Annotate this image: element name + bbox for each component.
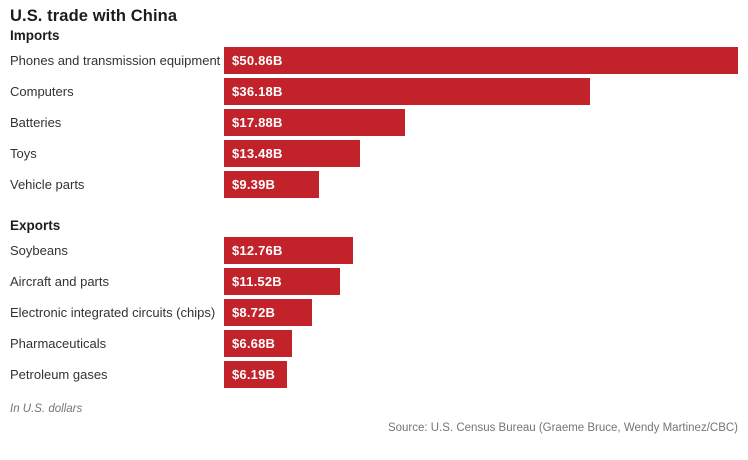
bar-value-label: $8.72B [232, 305, 276, 320]
bar-track: $50.86B [224, 47, 738, 74]
bar: $13.48B [224, 140, 361, 167]
bar: $50.86B [224, 47, 738, 74]
bar-track: $12.76B [224, 237, 738, 264]
bar-track: $6.19B [224, 361, 738, 388]
bar-track: $6.68B [224, 330, 738, 357]
bar-row: Batteries $17.88B [10, 109, 738, 136]
bar-value-label: $11.52B [232, 274, 282, 289]
bar-value-label: $17.88B [232, 115, 283, 130]
bar-row: Vehicle parts $9.39B [10, 171, 738, 198]
bar: $11.52B [224, 268, 341, 295]
bar-row: Pharmaceuticals $6.68B [10, 330, 738, 357]
bar-row: Phones and transmission equipment $50.86B [10, 47, 738, 74]
category-label: Electronic integrated circuits (chips) [10, 305, 216, 320]
category-label: Soybeans [10, 243, 68, 258]
exports-rows: Soybeans $12.76B Aircraft and parts $11.52B… [10, 237, 738, 388]
category-label: Computers [10, 84, 74, 99]
bar: $36.18B [224, 78, 590, 105]
bar-value-label: $36.18B [232, 84, 283, 99]
category-label: Toys [10, 146, 37, 161]
bar-value-label: $6.19B [232, 367, 276, 382]
chart-title: U.S. trade with China [10, 7, 178, 25]
bar-row: Aircraft and parts $11.52B [10, 268, 738, 295]
category-label: Batteries [10, 115, 62, 130]
category-label: Petroleum gases [10, 367, 108, 382]
bar-track: $13.48B [224, 140, 738, 167]
category-label: Vehicle parts [10, 177, 85, 192]
exports-heading: Exports [10, 218, 61, 233]
trade-chart: U.S. trade with China Imports Phones and… [0, 6, 748, 435]
bar-value-label: $9.39B [232, 177, 276, 192]
category-label: Pharmaceuticals [10, 336, 107, 351]
category-label: Aircraft and parts [10, 274, 109, 289]
imports-section: Imports Phones and transmission equipmen… [10, 28, 738, 198]
category-label: Phones and transmission equipment [10, 53, 221, 68]
chart-footnote: In U.S. dollars [10, 403, 83, 415]
bar-track: $36.18B [224, 78, 738, 105]
bar-track: $17.88B [224, 109, 738, 136]
bar: $8.72B [224, 299, 313, 326]
bar: $6.68B [224, 330, 292, 357]
bar: $9.39B [224, 171, 319, 198]
bar-row: Computers $36.18B [10, 78, 738, 105]
bar-value-label: $13.48B [232, 146, 283, 161]
imports-heading: Imports [10, 28, 60, 43]
bar: $6.19B [224, 361, 287, 388]
bar-track: $8.72B [224, 299, 738, 326]
bar-track: $9.39B [224, 171, 738, 198]
exports-section: Exports Soybeans $12.76B Aircraft and part… [10, 218, 738, 388]
imports-rows: Phones and transmission equipment $50.86B… [10, 47, 738, 198]
source-credit: Source: U.S. Census Bureau (Graeme Bruce… [387, 422, 738, 434]
bar-row: Toys $13.48B [10, 140, 738, 167]
bar-row: Electronic integrated circuits (chips) $8… [10, 299, 738, 326]
bar-value-label: $6.68B [232, 336, 276, 351]
bar: $12.76B [224, 237, 353, 264]
bar-row: Soybeans $12.76B [10, 237, 738, 264]
bar-value-label: $50.86B [232, 53, 283, 68]
bar-track: $11.52B [224, 268, 738, 295]
bar: $17.88B [224, 109, 405, 136]
bar-row: Petroleum gases $6.19B [10, 361, 738, 388]
bar-value-label: $12.76B [232, 243, 283, 258]
